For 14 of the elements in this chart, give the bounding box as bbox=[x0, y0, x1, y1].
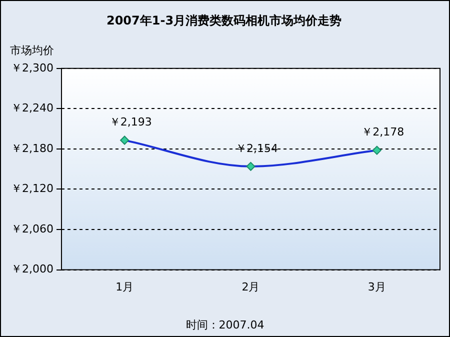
y-axis-title: 市场均价 bbox=[10, 44, 54, 57]
text: 时间：2007.04 bbox=[186, 318, 264, 332]
y-tick-label: ￥2,120 bbox=[10, 182, 54, 196]
y-tick-label: ￥2,300 bbox=[10, 61, 54, 74]
y-tick-label: ￥2,240 bbox=[10, 102, 54, 115]
y-tick-label: ￥2,180 bbox=[10, 142, 54, 155]
data-label: ￥2,193 bbox=[109, 116, 152, 129]
y-tick-label: ￥2,060 bbox=[10, 222, 54, 236]
x-tick-label: 1月 bbox=[116, 280, 134, 294]
x-tick-label: 3月 bbox=[368, 280, 386, 294]
data-label: ￥2,178 bbox=[362, 126, 404, 139]
chart-title: 2007年1-3月消费类数码相机市场均价走势 bbox=[106, 13, 342, 28]
x-tick-label: 2月 bbox=[242, 280, 260, 294]
y-tick-label: ￥2,000 bbox=[10, 262, 54, 276]
